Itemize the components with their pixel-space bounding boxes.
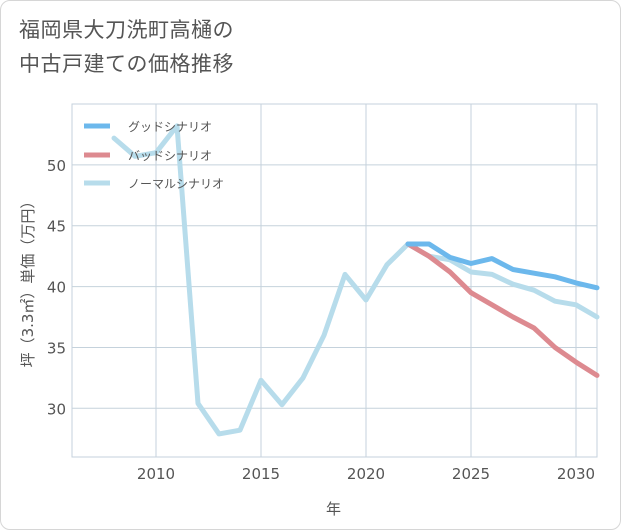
plot-area-frame [71,103,598,458]
legend-label: バッドシナリオ [128,149,212,163]
series-line-1 [405,241,600,378]
x-axis-title: 年 [326,500,341,518]
series-line-0 [405,241,600,291]
x-tick-label: 2030 [557,465,595,483]
x-tick-label: 2010 [137,465,175,483]
legend-label: ノーマルシナリオ [128,177,224,191]
legend-item-1: バッドシナリオ [84,149,212,163]
y-tick-label: 40 [47,279,66,297]
x-tick-label: 2025 [452,465,490,483]
legend-item-0: グッドシナリオ [84,120,212,134]
chart-title-line-2: 中古戸建ての価格推移 [19,52,234,76]
legend-item-2: ノーマルシナリオ [84,177,224,191]
x-tick-label: 2015 [242,465,280,483]
y-axis-title: 坪（3.3㎡）単価（万円） [19,194,37,368]
x-tick-label: 2020 [347,465,385,483]
series-line-2 [111,123,600,437]
y-tick-label: 45 [47,218,66,236]
y-tick-label: 50 [47,157,66,175]
y-tick-label: 30 [47,400,66,418]
y-tick-label: 35 [47,339,66,357]
legend-label: グッドシナリオ [128,120,212,134]
chart-title: 福岡県大刀洗町高樋の 中古戸建ての価格推移 [19,13,234,81]
chart-title-line-1: 福岡県大刀洗町高樋の [19,18,234,42]
